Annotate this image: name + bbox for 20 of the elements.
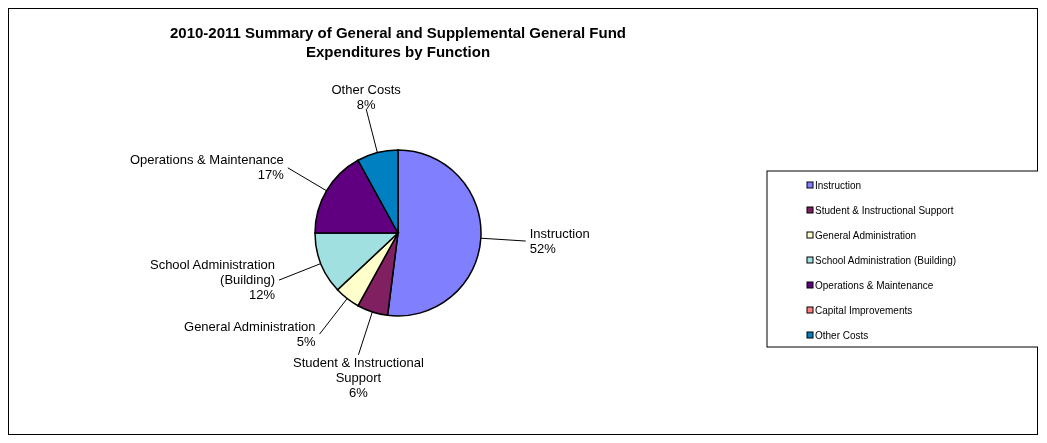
legend-label: Operations & Maintenance [815,280,934,291]
data-label: 12% [248,287,276,303]
slice-label: Operations & Maintenance [129,152,284,168]
legend-label: Capital Improvements [815,305,913,316]
data-label: 6% [349,384,369,400]
legend-label: General Administration [815,230,917,241]
slice-label: Other Costs [331,82,402,98]
data-label: 17% [257,167,285,183]
chart-title: 2010-2011 Summary of General and Supplemental General Fund Expenditures by Function [170,24,626,60]
legend-label: Student & Instructional Support [815,205,954,216]
legend-label: Other Costs [815,330,869,341]
slice-label: Instruction [529,225,590,241]
legend-label: Instruction [815,180,862,191]
slice-label: Student & Instructional Support [293,354,424,385]
data-label: 52% [529,240,557,256]
slice-label: General Administration [184,318,316,334]
data-label: 5% [296,333,316,349]
data-label: 8% [356,97,376,113]
slice-label: School Administration (Building) [149,257,275,288]
legend-label: School Administration (Building) [815,255,957,266]
